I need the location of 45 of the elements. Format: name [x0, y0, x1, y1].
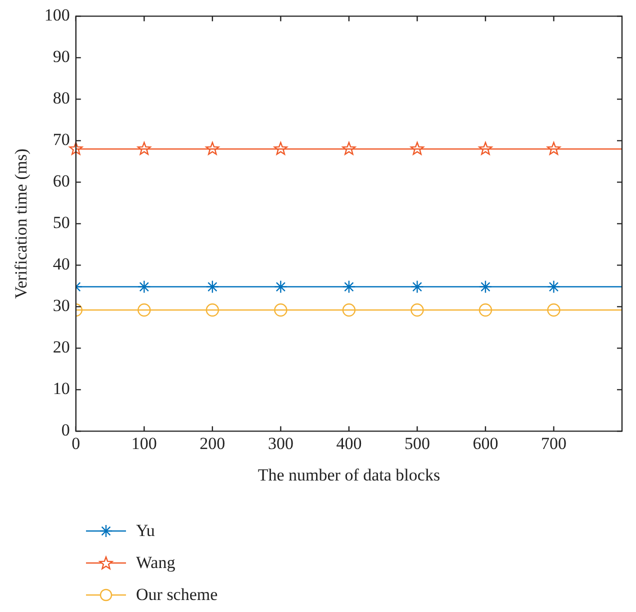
point: [206, 303, 220, 317]
point: [342, 142, 356, 155]
legend-label: Our scheme: [136, 585, 218, 605]
point: [478, 142, 492, 155]
y-tick-label: 20: [52, 338, 70, 357]
point: [206, 142, 220, 155]
point: [410, 280, 424, 294]
x-tick-label: 600: [472, 434, 498, 453]
point: [206, 280, 220, 294]
legend-label: Yu: [136, 521, 155, 541]
x-tick-label: 300: [268, 434, 294, 453]
y-tick-label: 70: [52, 130, 70, 150]
point: [138, 280, 151, 294]
point: [274, 142, 288, 155]
y-tick-label: 100: [44, 6, 70, 25]
y-axis-title: Verification time (ms): [12, 148, 31, 299]
x-axis-title: The number of data blocks: [258, 465, 440, 484]
point: [342, 280, 356, 294]
y-tick-label: 80: [52, 88, 70, 108]
x-tick-label: 100: [131, 434, 157, 453]
point: [274, 303, 288, 317]
y-tick-label: 0: [61, 420, 70, 440]
point: [547, 280, 560, 294]
point: [274, 280, 288, 294]
y-tick-label: 60: [52, 172, 70, 191]
point: [137, 142, 151, 155]
point: [410, 303, 424, 317]
y-tick-label: 90: [52, 47, 70, 66]
y-tick-label: 40: [52, 254, 70, 274]
point: [410, 142, 424, 155]
x-tick-label: 700: [540, 434, 566, 453]
point: [546, 142, 561, 155]
point: [478, 303, 492, 317]
point: [138, 303, 151, 317]
point: [342, 303, 356, 317]
x-tick-label: 500: [404, 434, 430, 453]
point: [478, 280, 492, 294]
x-tick-label: 200: [200, 434, 226, 453]
y-tick-label: 30: [52, 296, 70, 316]
legend-label: Wang: [136, 553, 176, 573]
y-tick-label: 10: [52, 379, 70, 398]
point: [69, 142, 83, 155]
y-tick-label: 50: [52, 213, 70, 232]
point: [547, 303, 560, 317]
x-tick-label: 400: [336, 434, 362, 453]
